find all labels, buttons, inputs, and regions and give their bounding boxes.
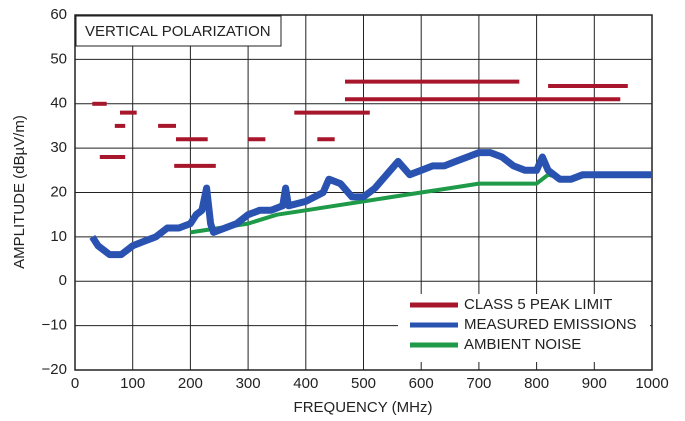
y-axis-label: AMPLITUDE (dBµV/m) [11, 115, 28, 269]
x-tick-label: 700 [466, 375, 491, 392]
plot-frame [74, 14, 653, 371]
x-axis-label: FREQUENCY (MHz) [294, 399, 433, 416]
series-line [89, 149, 652, 259]
y-tick-label: 60 [50, 6, 67, 23]
x-tick-label: 100 [120, 375, 145, 392]
y-tick-label: −20 [42, 361, 67, 378]
y-tick-label: 0 [59, 272, 67, 289]
annotation-box [75, 15, 282, 47]
x-tick-label: 800 [524, 375, 549, 392]
y-tick-label: 40 [50, 95, 67, 112]
legend-label: AMBIENT NOISE [464, 336, 581, 353]
x-tick-label: 500 [351, 375, 376, 392]
x-tick-label: 600 [409, 375, 434, 392]
y-tick-label: 10 [50, 228, 67, 245]
y-tick-label: 20 [50, 183, 67, 200]
annotation: VERTICAL POLARIZATION [85, 23, 271, 40]
x-tick-label: 0 [71, 375, 79, 392]
x-tick-label: 900 [582, 375, 607, 392]
x-tick-label: 300 [236, 375, 261, 392]
legend-label: CLASS 5 PEAK LIMIT [464, 296, 612, 313]
y-tick-label: 50 [50, 50, 67, 67]
x-tick-label: 200 [178, 375, 203, 392]
y-tick-label: 30 [50, 139, 67, 156]
x-tick-label: 1000 [635, 375, 668, 392]
legend-label: MEASURED EMISSIONS [464, 316, 637, 333]
y-tick-label: −10 [42, 317, 67, 334]
x-tick-label: 400 [293, 375, 318, 392]
